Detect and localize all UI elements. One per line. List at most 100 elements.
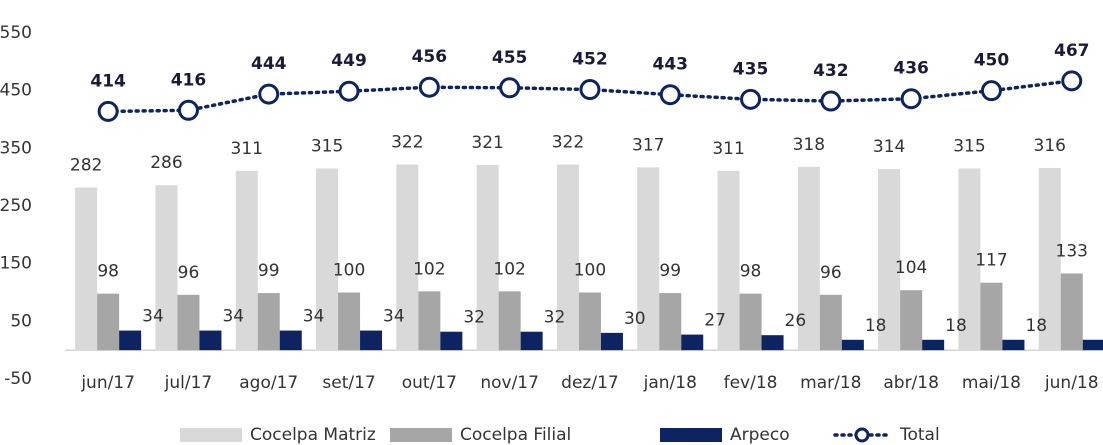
bar: [958, 168, 981, 351]
value-label: 286: [150, 153, 182, 173]
x-tick-label: jun/17: [80, 373, 135, 393]
line-marker: [740, 88, 762, 110]
bar: [717, 170, 740, 351]
line-marker: [980, 80, 1002, 102]
total-label: 452: [572, 50, 608, 70]
x-tick-label: abr/18: [883, 373, 939, 393]
bar: [97, 293, 120, 351]
bar: [659, 293, 682, 351]
value-label: 282: [70, 156, 102, 176]
value-label: 133: [1056, 241, 1088, 261]
value-label: 322: [552, 132, 584, 152]
legend-label: Total: [899, 425, 940, 445]
value-label: 315: [953, 137, 985, 157]
total-label: 455: [492, 48, 528, 68]
bar: [681, 334, 704, 351]
value-label: 18: [865, 316, 887, 336]
value-label: 34: [222, 307, 244, 327]
line-marker: [177, 99, 199, 121]
total-label: 414: [90, 71, 126, 91]
x-tick-label: fev/18: [724, 373, 778, 393]
x-tick-label: mar/18: [800, 373, 861, 393]
bar: [279, 330, 302, 351]
y-tick-label: 50: [10, 311, 32, 331]
value-label: 32: [463, 308, 485, 328]
bar: [1082, 339, 1103, 351]
legend-swatch: [390, 428, 452, 442]
x-tick-label: jul/17: [164, 373, 213, 393]
bar: [75, 187, 98, 351]
value-label: 18: [1025, 316, 1047, 336]
value-label: 99: [258, 261, 280, 281]
total-label: 444: [251, 54, 287, 74]
value-label: 98: [97, 262, 119, 282]
line-marker: [579, 79, 601, 101]
bar: [498, 291, 521, 351]
bar: [797, 166, 820, 351]
value-label: 96: [178, 263, 200, 283]
bar: [257, 293, 280, 351]
bar: [600, 332, 623, 351]
x-tick-label: ago/17: [239, 373, 298, 393]
value-label: 96: [820, 263, 842, 283]
line-marker: [1061, 70, 1083, 92]
line-marker: [499, 77, 521, 99]
value-label: 30: [624, 309, 646, 329]
value-label: 117: [975, 251, 1007, 271]
value-label: 99: [659, 261, 681, 281]
bar: [1060, 273, 1083, 351]
legend-swatch: [854, 427, 870, 443]
bar: [819, 294, 842, 351]
y-tick-label: -50: [4, 369, 32, 389]
total-label: 450: [974, 51, 1010, 71]
x-tick-label: jan/18: [643, 373, 697, 393]
bar: [739, 293, 762, 351]
value-label: 322: [391, 132, 423, 152]
line-marker: [97, 100, 119, 122]
bar: [177, 294, 200, 351]
y-tick-label: 550: [0, 23, 32, 43]
total-label: 449: [331, 51, 367, 71]
y-tick-label: 350: [0, 138, 32, 158]
line-marker: [659, 84, 681, 106]
legend-swatch: [180, 428, 242, 442]
value-label: 100: [574, 261, 606, 281]
bar: [360, 330, 383, 351]
total-label: 467: [1054, 41, 1090, 61]
bar: [1038, 167, 1061, 351]
value-label: 102: [493, 259, 525, 279]
x-tick-label: nov/17: [480, 373, 539, 393]
bar: [440, 331, 463, 351]
total-label: 416: [171, 70, 207, 90]
y-tick-label: 250: [0, 196, 32, 216]
value-label: 102: [413, 259, 445, 279]
bar: [155, 185, 178, 351]
bar: [578, 292, 601, 351]
bar: [418, 291, 441, 351]
legend-label: Cocelpa Filial: [460, 425, 571, 445]
bar: [878, 169, 901, 351]
bar: [235, 170, 258, 351]
total-label: 435: [733, 59, 769, 79]
bar: [199, 330, 222, 351]
value-label: 311: [231, 139, 263, 159]
value-label: 104: [895, 258, 927, 278]
bar: [761, 335, 784, 351]
value-label: 317: [632, 135, 664, 155]
bar: [922, 339, 945, 351]
bar: [520, 331, 543, 351]
total-label: 432: [813, 61, 849, 81]
value-label: 27: [704, 311, 726, 331]
value-label: 32: [544, 308, 566, 328]
x-tick-label: out/17: [402, 373, 457, 393]
bar: [396, 164, 419, 351]
bar: [316, 168, 339, 351]
value-label: 34: [142, 307, 164, 327]
bar: [637, 167, 660, 351]
legend-swatch: [660, 428, 722, 442]
legend-label: Arpeco: [730, 425, 790, 445]
y-tick-label: 150: [0, 254, 32, 274]
line-marker: [338, 80, 360, 102]
value-label: 318: [793, 135, 825, 155]
total-label: 436: [893, 59, 929, 79]
